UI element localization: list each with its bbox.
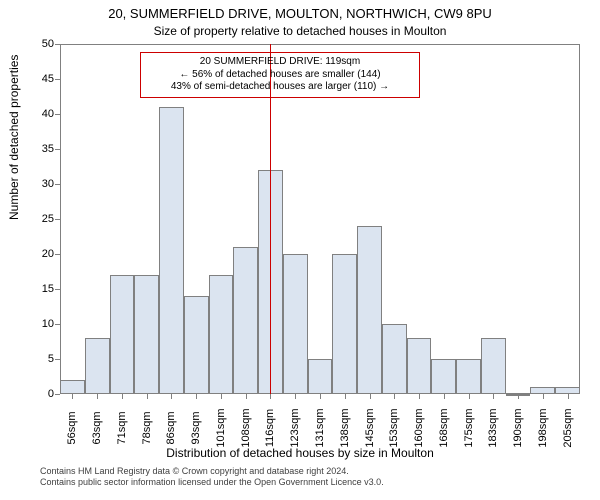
annotation-line: 43% of semi-detached houses are larger (…	[147, 81, 413, 94]
x-tick-label: 131sqm	[314, 408, 326, 447]
annotation-line: 20 SUMMERFIELD DRIVE: 119sqm	[147, 56, 413, 69]
x-tick-label: 78sqm	[141, 411, 153, 444]
chart-x-axis-label: Distribution of detached houses by size …	[0, 446, 600, 460]
x-tick-mark	[97, 394, 98, 399]
y-tick-label: 15	[30, 283, 54, 295]
chart-container: 20, SUMMERFIELD DRIVE, MOULTON, NORTHWIC…	[0, 0, 600, 500]
y-tick-mark	[55, 44, 60, 45]
x-tick-label: 190sqm	[512, 408, 524, 447]
x-tick-mark	[320, 394, 321, 399]
histogram-bar	[110, 275, 135, 394]
x-tick-mark	[568, 394, 569, 399]
x-tick-mark	[270, 394, 271, 399]
chart-title-main: 20, SUMMERFIELD DRIVE, MOULTON, NORTHWIC…	[0, 6, 600, 21]
x-tick-mark	[72, 394, 73, 399]
y-tick-mark	[55, 289, 60, 290]
x-tick-label: 145sqm	[364, 408, 376, 447]
x-tick-label: 71sqm	[116, 411, 128, 444]
histogram-bar	[431, 359, 456, 394]
histogram-bar	[481, 338, 506, 394]
x-tick-mark	[246, 394, 247, 399]
histogram-bar	[85, 338, 110, 394]
histogram-bar	[530, 387, 555, 394]
x-tick-label: 108sqm	[240, 408, 252, 447]
x-tick-label: 160sqm	[413, 408, 425, 447]
x-tick-mark	[370, 394, 371, 399]
histogram-bar	[60, 380, 85, 394]
x-tick-label: 63sqm	[91, 411, 103, 444]
y-tick-mark	[55, 324, 60, 325]
x-tick-label: 168sqm	[438, 408, 450, 447]
footer-line-2: Contains public sector information licen…	[40, 477, 600, 488]
x-tick-mark	[147, 394, 148, 399]
histogram-bar	[407, 338, 432, 394]
y-tick-label: 20	[30, 248, 54, 260]
histogram-bar	[555, 387, 580, 394]
x-tick-mark	[221, 394, 222, 399]
x-tick-label: 56sqm	[66, 411, 78, 444]
histogram-bar	[134, 275, 159, 394]
histogram-bar	[382, 324, 407, 394]
x-tick-mark	[295, 394, 296, 399]
x-tick-mark	[345, 394, 346, 399]
x-tick-mark	[444, 394, 445, 399]
histogram-bar	[506, 394, 531, 396]
x-tick-mark	[419, 394, 420, 399]
x-tick-mark	[394, 394, 395, 399]
histogram-bar	[357, 226, 382, 394]
y-tick-label: 50	[30, 38, 54, 50]
y-tick-label: 5	[30, 353, 54, 365]
annotation-line: ← 56% of detached houses are smaller (14…	[147, 69, 413, 82]
y-tick-mark	[55, 79, 60, 80]
y-tick-mark	[55, 114, 60, 115]
x-tick-mark	[543, 394, 544, 399]
x-tick-mark	[171, 394, 172, 399]
y-tick-mark	[55, 219, 60, 220]
y-tick-mark	[55, 394, 60, 395]
y-tick-label: 10	[30, 318, 54, 330]
annotation-box: 20 SUMMERFIELD DRIVE: 119sqm← 56% of det…	[140, 52, 420, 98]
y-tick-mark	[55, 359, 60, 360]
y-tick-mark	[55, 184, 60, 185]
y-axis-label-text: Number of detached properties	[7, 55, 21, 220]
x-tick-label: 205sqm	[562, 408, 574, 447]
x-tick-label: 86sqm	[165, 411, 177, 444]
x-tick-label: 123sqm	[289, 408, 301, 447]
chart-title-sub: Size of property relative to detached ho…	[0, 24, 600, 38]
y-tick-label: 40	[30, 108, 54, 120]
x-tick-mark	[196, 394, 197, 399]
x-tick-label: 175sqm	[463, 408, 475, 447]
histogram-bar	[308, 359, 333, 394]
histogram-bar	[184, 296, 209, 394]
x-tick-mark	[493, 394, 494, 399]
y-tick-label: 30	[30, 178, 54, 190]
y-tick-mark	[55, 254, 60, 255]
x-tick-label: 138sqm	[339, 408, 351, 447]
x-tick-label: 116sqm	[264, 409, 276, 447]
x-tick-mark	[469, 394, 470, 399]
histogram-bar	[456, 359, 481, 394]
chart-y-axis-label: Number of detached properties	[7, 55, 21, 220]
histogram-bar	[159, 107, 184, 394]
x-tick-label: 153sqm	[388, 408, 400, 447]
x-tick-mark	[122, 394, 123, 399]
x-tick-label: 101sqm	[215, 408, 227, 447]
y-tick-mark	[55, 149, 60, 150]
histogram-bar	[283, 254, 308, 394]
y-tick-label: 25	[30, 213, 54, 225]
y-tick-label: 0	[30, 388, 54, 400]
histogram-bar	[332, 254, 357, 394]
y-tick-label: 35	[30, 143, 54, 155]
x-tick-label: 183sqm	[487, 408, 499, 447]
chart-footer: Contains HM Land Registry data © Crown c…	[0, 466, 600, 488]
histogram-bar	[209, 275, 234, 394]
y-tick-label: 45	[30, 73, 54, 85]
x-tick-label: 93sqm	[190, 411, 202, 444]
histogram-bar	[233, 247, 258, 394]
x-tick-label: 198sqm	[537, 408, 549, 447]
footer-line-1: Contains HM Land Registry data © Crown c…	[40, 466, 600, 477]
